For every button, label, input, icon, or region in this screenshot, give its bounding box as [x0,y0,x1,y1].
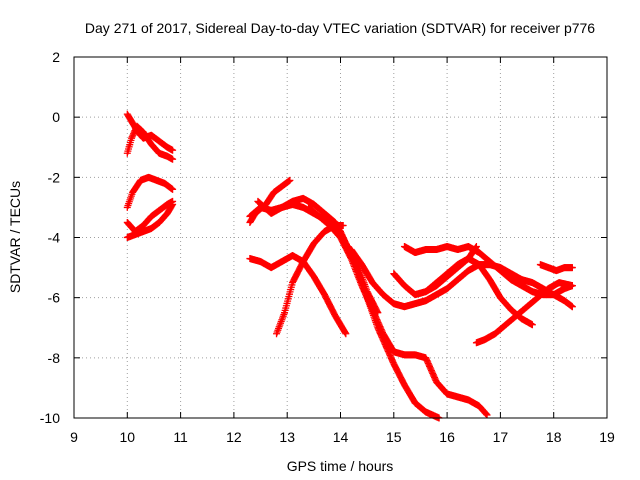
x-tick-label: 14 [333,429,349,445]
plot-frame [73,56,608,419]
series-track-17 [536,261,576,275]
x-tick-label: 17 [493,429,509,445]
x-tick-label: 9 [70,429,78,445]
series-track-5 [123,200,177,241]
x-tick-label: 15 [386,429,402,445]
data-point [342,330,350,338]
x-tick-label: 12 [226,429,242,445]
series-track-16 [472,279,576,347]
data-point [483,411,491,419]
series-track-11 [305,203,491,419]
y-axis-label: SDTVAR / TECUs [7,181,23,293]
data-point [472,243,480,251]
x-tick-label: 11 [173,429,188,445]
data-point [128,134,136,142]
data-point [286,176,294,184]
data-point [169,185,177,193]
y-tick-label: 2 [52,49,60,65]
data-point [169,155,177,163]
grid [74,57,607,418]
data-point [129,131,137,139]
series-track-3 [123,173,177,211]
data-point [168,202,176,210]
data-point [130,128,138,136]
data-point [131,127,139,135]
series-track-15 [422,243,480,296]
data-point [169,146,177,154]
y-tick-label: -4 [48,230,61,246]
data-point [130,130,138,138]
y-tick-label: -10 [40,410,60,426]
series-track-8 [246,252,350,338]
data-point [339,221,347,229]
y-tick-label: -8 [48,350,61,366]
data-point [568,282,576,290]
data-point [568,264,576,272]
data-point [528,321,536,329]
x-tick-label: 18 [546,429,562,445]
x-tick-label: 16 [439,429,455,445]
data-point [482,409,490,417]
data-point [128,133,136,141]
series-track-13 [400,243,576,299]
data-point [568,303,576,311]
x-tick-label: 10 [120,429,136,445]
x-tick-label: 19 [599,429,615,445]
y-tick-label: 0 [52,109,60,125]
chart-title: Day 271 of 2017, Sidereal Day-to-day VTE… [85,20,595,36]
y-tick-label: -2 [48,169,61,185]
data-point [482,410,490,418]
series-track-2 [123,122,177,163]
data-point [169,200,177,208]
y-tick-label: -6 [48,290,61,306]
data-points [123,110,576,422]
x-axis-label: GPS time / hours [287,458,394,474]
x-tick-label: 13 [279,429,295,445]
